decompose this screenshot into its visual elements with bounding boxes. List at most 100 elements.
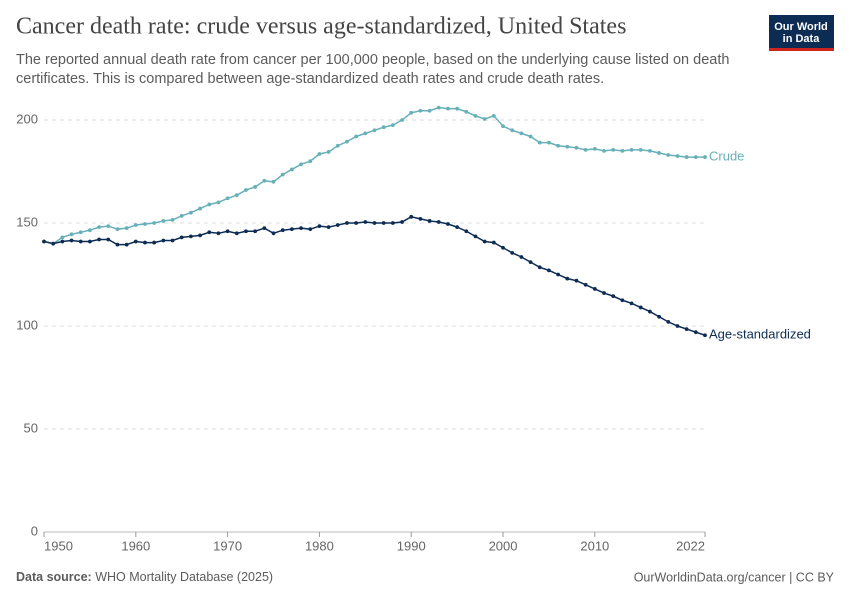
point: [565, 144, 570, 149]
point: [289, 227, 294, 232]
point: [537, 140, 542, 145]
point: [574, 278, 579, 283]
point: [648, 309, 652, 314]
point: [253, 185, 258, 189]
point: [427, 219, 432, 223]
point: [271, 231, 276, 236]
point: [528, 260, 533, 265]
point: [693, 155, 698, 159]
point: [409, 214, 414, 219]
point: [390, 123, 395, 128]
logo[interactable]: Our World in Data: [769, 15, 834, 51]
point: [611, 294, 616, 299]
point: [124, 226, 129, 231]
logo-text: Our World: [774, 21, 828, 33]
point: [60, 235, 65, 240]
point: [501, 245, 505, 250]
point: [262, 226, 267, 231]
point: [482, 117, 487, 121]
point: [198, 206, 202, 211]
x-tick-label: 2010: [580, 538, 609, 553]
point: [326, 225, 331, 230]
y-tick-label: 200: [16, 111, 38, 126]
point: [326, 150, 331, 154]
point: [519, 131, 524, 136]
point: [280, 228, 285, 233]
point: [106, 224, 111, 228]
source-label: Data source:: [16, 570, 92, 584]
point: [611, 147, 616, 152]
point: [143, 240, 147, 245]
point: [693, 330, 698, 335]
x-tick-label: 1990: [397, 538, 426, 553]
source-url[interactable]: OurWorldinData.org/cancer | CC BY: [634, 570, 835, 584]
point: [308, 227, 313, 232]
x-tick-label: 1970: [213, 538, 242, 553]
point: [418, 216, 423, 221]
point: [345, 221, 349, 225]
point: [684, 327, 689, 331]
point: [69, 232, 74, 237]
point: [170, 218, 175, 222]
point: [289, 167, 294, 172]
point: [666, 153, 671, 157]
point: [381, 221, 386, 225]
point: [88, 239, 92, 244]
point: [179, 235, 184, 240]
point: [565, 276, 570, 281]
point: [170, 238, 175, 243]
point: [519, 255, 524, 259]
point: [418, 108, 423, 113]
point: [354, 134, 359, 139]
point: [234, 193, 239, 198]
point: [124, 242, 129, 247]
point: [317, 224, 322, 228]
x-tick-label: 2000: [489, 538, 518, 553]
point: [335, 143, 340, 148]
point: [363, 220, 368, 224]
point: [299, 226, 303, 231]
point: [491, 240, 496, 245]
y-tick-label: 150: [16, 214, 38, 229]
point: [537, 265, 542, 270]
point: [216, 200, 221, 205]
point: [620, 298, 625, 303]
logo-text: in Data: [783, 33, 821, 45]
point: [372, 221, 377, 225]
point: [446, 106, 450, 111]
point: [464, 109, 469, 114]
point: [620, 149, 625, 153]
point: [703, 333, 707, 338]
point: [207, 230, 212, 235]
point: [638, 305, 643, 310]
point: [78, 230, 83, 235]
point: [308, 159, 313, 164]
point: [592, 146, 597, 151]
point: [547, 140, 551, 145]
source-text: WHO Mortality Database (2025): [95, 570, 273, 584]
point: [657, 151, 661, 155]
point: [629, 301, 634, 306]
point: [133, 223, 138, 227]
point: [629, 147, 634, 152]
point: [317, 152, 322, 156]
point: [675, 324, 680, 328]
point: [115, 227, 120, 232]
logo-box: [769, 15, 834, 51]
point: [666, 319, 671, 324]
point: [60, 239, 65, 244]
point: [547, 268, 551, 273]
point: [143, 222, 147, 226]
point: [225, 196, 230, 201]
point: [390, 221, 395, 225]
point: [501, 124, 505, 129]
point: [188, 234, 193, 239]
point: [602, 149, 606, 153]
point: [51, 241, 56, 246]
point: [400, 118, 404, 122]
point: [592, 287, 597, 291]
point: [436, 220, 441, 224]
point: [198, 233, 202, 238]
subtitle: The reported annual death rate from canc…: [16, 52, 729, 68]
point: [161, 219, 166, 223]
